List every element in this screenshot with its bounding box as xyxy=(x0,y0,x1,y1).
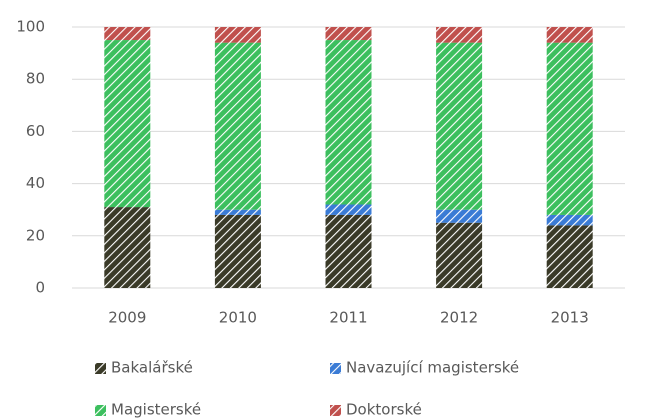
bar-segment xyxy=(436,42,483,210)
bar-segment xyxy=(104,207,151,288)
x-tick-label: 2011 xyxy=(329,309,367,327)
bar-segment xyxy=(214,214,261,288)
bar-segment xyxy=(104,40,151,208)
bar-segment xyxy=(325,214,372,288)
bar-segment xyxy=(546,42,593,215)
bar-segment xyxy=(546,214,593,226)
legend-label: Magisterské xyxy=(111,401,201,419)
bar-segment xyxy=(436,209,483,223)
y-tick-label: 20 xyxy=(26,226,45,244)
bar-segment xyxy=(546,225,593,288)
legend-swatch xyxy=(95,363,106,374)
bar-segment xyxy=(325,204,372,215)
x-tick-label: 2012 xyxy=(440,309,478,327)
bar-segment xyxy=(104,27,151,41)
legend-swatch xyxy=(330,363,341,374)
y-tick-label: 60 xyxy=(26,122,45,140)
y-tick-label: 40 xyxy=(26,174,45,192)
y-tick-label: 100 xyxy=(16,18,45,36)
bar-segment xyxy=(325,40,372,205)
bar-segment xyxy=(214,209,261,215)
y-tick-label: 0 xyxy=(35,279,45,297)
bar-segment xyxy=(214,42,261,210)
bar-segment xyxy=(436,27,483,43)
bar-segment xyxy=(214,27,261,43)
legend-label: Doktorské xyxy=(346,401,422,419)
y-tick-label: 80 xyxy=(26,70,45,88)
x-tick-label: 2013 xyxy=(551,309,589,327)
legend-label: Navazující magisterské xyxy=(346,359,519,377)
legend-label: Bakalářské xyxy=(111,359,193,377)
legend-swatch xyxy=(95,405,106,416)
legend-swatch xyxy=(330,405,341,416)
bar-segment xyxy=(436,222,483,288)
x-tick-label: 2009 xyxy=(108,309,146,327)
x-tick-label: 2010 xyxy=(219,309,257,327)
bar-segment xyxy=(325,27,372,41)
bar-segment xyxy=(546,27,593,43)
